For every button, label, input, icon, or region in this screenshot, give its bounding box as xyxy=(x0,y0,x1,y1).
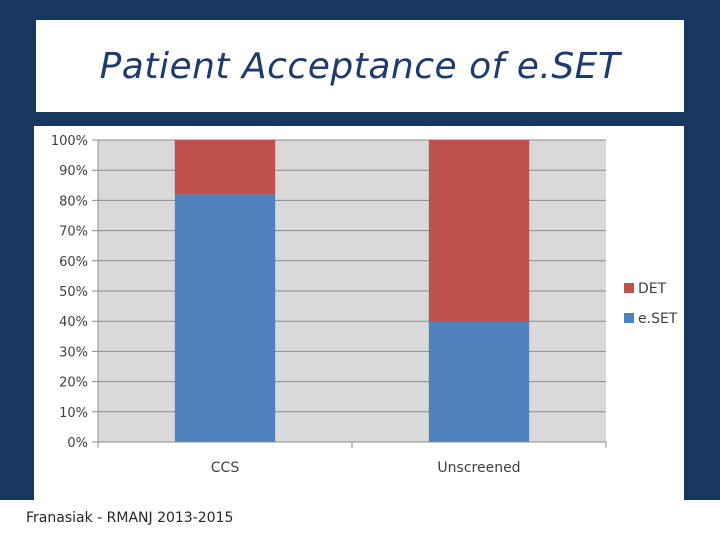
y-tick-label: 90% xyxy=(59,164,88,179)
bar-e-set-unscreened xyxy=(428,321,530,442)
y-tick-label: 60% xyxy=(59,255,88,270)
y-tick-label: 40% xyxy=(59,315,88,330)
stacked-bar-chart: 0% 10% 20% 30% 40% 50% 60% 70% 80% 90% 100% CCS Unsc… xyxy=(51,134,678,476)
legend-label: e.SET xyxy=(638,311,678,327)
y-tick-label: 0% xyxy=(67,436,88,451)
legend-label: DET xyxy=(638,281,667,297)
y-tick-label: 20% xyxy=(59,376,88,391)
source-footer: Franasiak - RMANJ 2013-2015 xyxy=(26,510,234,526)
bar-det-ccs xyxy=(174,140,276,195)
bar-det-unscreened xyxy=(428,140,530,322)
y-tick-label: 80% xyxy=(59,194,88,209)
legend-swatch-e-set xyxy=(624,313,634,323)
chart-container: 0% 10% 20% 30% 40% 50% 60% 70% 80% 90% 100% CCS Unsc… xyxy=(34,126,684,510)
y-tick-label: 10% xyxy=(59,406,88,421)
x-category-label: Unscreened xyxy=(437,460,520,476)
y-tick-label: 50% xyxy=(59,285,88,300)
x-category-label: CCS xyxy=(211,460,240,476)
y-tick-label: 30% xyxy=(59,345,88,360)
legend-swatch-det xyxy=(624,283,634,293)
y-tick-label: 70% xyxy=(59,225,88,240)
bar-e-set-ccs xyxy=(174,194,276,442)
title-box: Patient Acceptance of e.SET xyxy=(36,20,684,112)
slide-title: Patient Acceptance of e.SET xyxy=(99,45,621,87)
y-tick-label: 100% xyxy=(51,134,88,149)
